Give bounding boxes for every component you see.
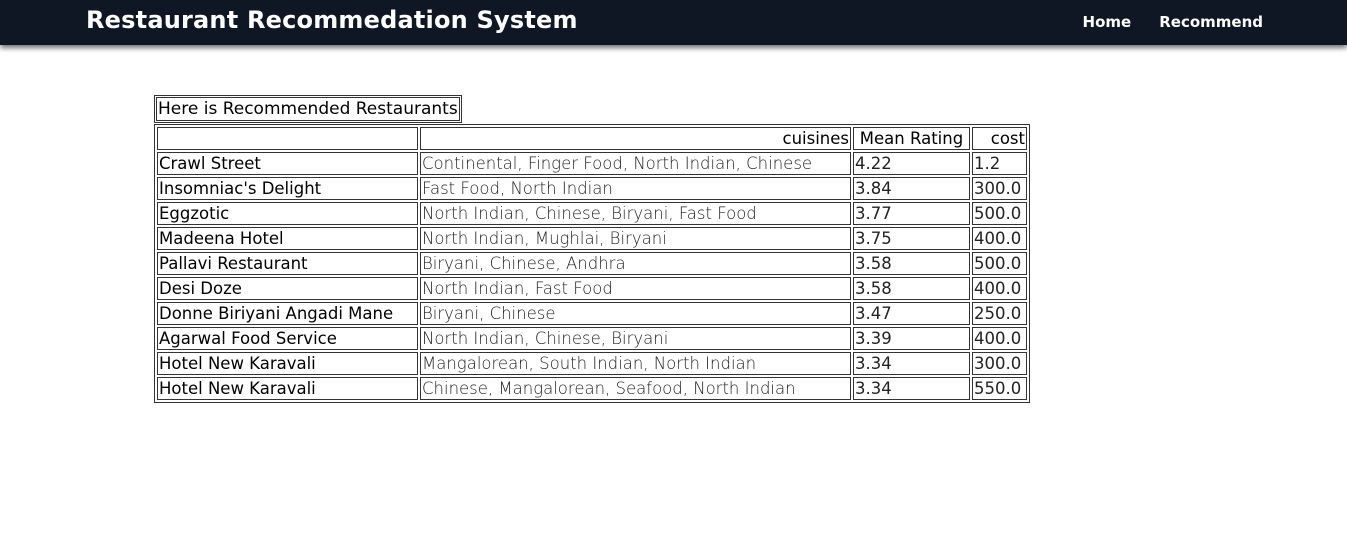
table-row: Insomniac's Delight Fast Food, North Indi… <box>157 177 1027 200</box>
restaurant-name-cell: Pallavi Restaurant <box>157 252 418 275</box>
table-header-row: cuisines Mean Rating cost <box>157 127 1027 150</box>
mean-rating-cell: 3.39 <box>853 327 970 350</box>
mean-rating-cell: 3.47 <box>853 302 970 325</box>
cost-cell: 500.0 <box>972 252 1027 275</box>
restaurant-name-cell: Eggzotic <box>157 202 418 225</box>
mean-rating-cell: 3.77 <box>853 202 970 225</box>
cuisines-cell: Chinese, Mangalorean, Seafood, North Ind… <box>420 377 851 400</box>
cuisines-cell: North Indian, Chinese, Biryani, Fast Foo… <box>420 202 851 225</box>
nav-links: Home Recommend <box>1083 13 1263 31</box>
cuisines-cell: North Indian, Fast Food <box>420 277 851 300</box>
restaurant-name-cell: Agarwal Food Service <box>157 327 418 350</box>
results-section: Here is Recommended Restaurants cuisines… <box>154 95 1030 403</box>
nav-link-home[interactable]: Home <box>1082 13 1132 31</box>
table-row: Desi Doze North Indian, Fast Food 3.58 400.… <box>157 277 1027 300</box>
recommendations-table: cuisines Mean Rating cost Crawl Street Co… <box>154 124 1030 403</box>
table-body: Crawl Street Continental, Finger Food, No… <box>157 152 1027 400</box>
cost-cell: 250.0 <box>972 302 1027 325</box>
cost-cell: 300.0 <box>972 352 1027 375</box>
nav-link-recommend[interactable]: Recommend <box>1159 13 1263 31</box>
cost-cell: 400.0 <box>972 277 1027 300</box>
table-row: Hotel New Karavali Mangalorean, South Ind… <box>157 352 1027 375</box>
table-row: Pallavi Restaurant Biryani, Chinese, Andh… <box>157 252 1027 275</box>
table-row: Madeena Hotel North Indian, Mughlai, Biry… <box>157 227 1027 250</box>
restaurant-name-cell: Hotel New Karavali <box>157 352 418 375</box>
restaurant-name-cell: Crawl Street <box>157 152 418 175</box>
restaurant-name-cell: Donne Biriyani Angadi Mane <box>157 302 418 325</box>
cost-cell: 550.0 <box>972 377 1027 400</box>
restaurant-name-cell: Desi Doze <box>157 277 418 300</box>
navbar: Restaurant Recommedation System Home Rec… <box>0 0 1347 45</box>
table-row: Agarwal Food Service North Indian, Chines… <box>157 327 1027 350</box>
restaurant-name-cell: Hotel New Karavali <box>157 377 418 400</box>
mean-rating-cell: 4.22 <box>853 152 970 175</box>
cuisines-cell: Biryani, Chinese <box>420 302 851 325</box>
mean-rating-cell: 3.34 <box>853 377 970 400</box>
mean-rating-cell: 3.34 <box>853 352 970 375</box>
mean-rating-cell: 3.58 <box>853 252 970 275</box>
cuisines-cell: Biryani, Chinese, Andhra <box>420 252 851 275</box>
table-row: Donne Biriyani Angadi Mane Biryani, Chine… <box>157 302 1027 325</box>
mean-rating-cell: 3.58 <box>853 277 970 300</box>
restaurant-name-cell: Madeena Hotel <box>157 227 418 250</box>
cost-cell: 400.0 <box>972 227 1027 250</box>
column-header-cuisines: cuisines <box>420 127 851 150</box>
restaurant-name-cell: Insomniac's Delight <box>157 177 418 200</box>
cuisines-cell: North Indian, Chinese, Biryani <box>420 327 851 350</box>
site-title: Restaurant Recommedation System <box>86 6 578 34</box>
column-header-name <box>157 127 418 150</box>
mean-rating-cell: 3.75 <box>853 227 970 250</box>
cost-cell: 300.0 <box>972 177 1027 200</box>
mean-rating-cell: 3.84 <box>853 177 970 200</box>
cuisines-cell: Continental, Finger Food, North Indian, … <box>420 152 851 175</box>
cost-cell: 400.0 <box>972 327 1027 350</box>
cost-cell: 500.0 <box>972 202 1027 225</box>
table-row: Hotel New Karavali Chinese, Mangalorean, … <box>157 377 1027 400</box>
cuisines-cell: North Indian, Mughlai, Biryani <box>420 227 851 250</box>
column-header-mean-rating: Mean Rating <box>853 127 970 150</box>
cuisines-cell: Mangalorean, South Indian, North Indian <box>420 352 851 375</box>
cuisines-cell: Fast Food, North Indian <box>420 177 851 200</box>
results-caption-box: Here is Recommended Restaurants <box>154 95 462 123</box>
table-row: Crawl Street Continental, Finger Food, No… <box>157 152 1027 175</box>
cost-cell: 1.2 <box>972 152 1027 175</box>
table-row: Eggzotic North Indian, Chinese, Biryani, … <box>157 202 1027 225</box>
results-caption: Here is Recommended Restaurants <box>156 97 460 121</box>
column-header-cost: cost <box>972 127 1027 150</box>
